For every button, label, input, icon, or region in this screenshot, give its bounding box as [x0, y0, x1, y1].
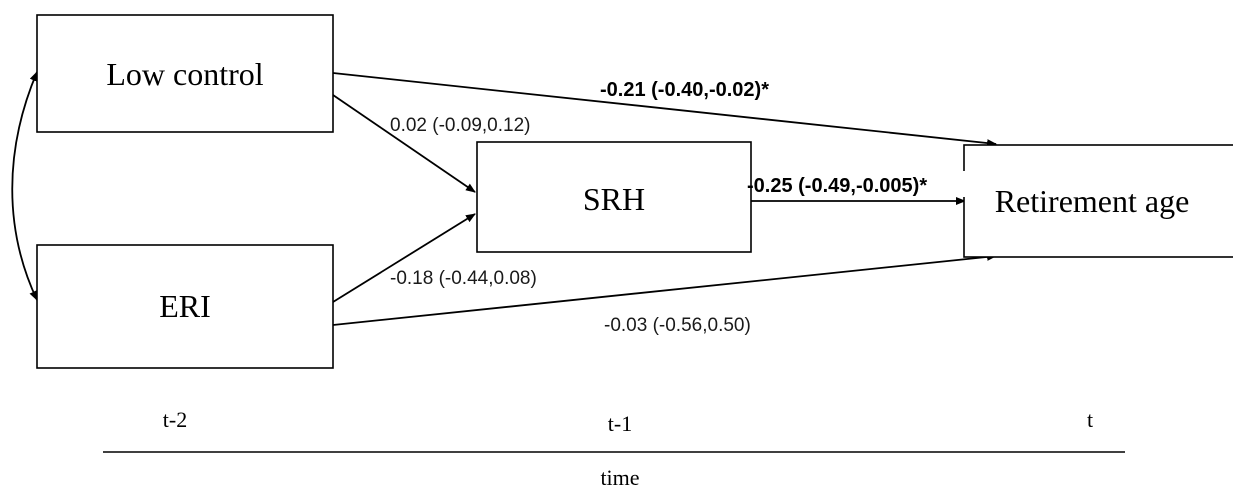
- node-low-control-label: Low control: [106, 56, 263, 92]
- coef-low-control-to-srh: 0.02 (-0.09,0.12): [390, 115, 530, 136]
- arrow-eri-to-srh: [332, 213, 476, 303]
- coef-eri-to-srh: -0.18 (-0.44,0.08): [390, 268, 537, 289]
- arrow-low-control-to-srh: [332, 94, 476, 193]
- time-label-t-minus-2: t-2: [163, 407, 187, 432]
- coef-srh-to-retirement: -0.25 (-0.49,-0.005)*: [747, 175, 927, 197]
- time-axis-label: time: [600, 465, 639, 490]
- node-eri-label: ERI: [159, 288, 211, 324]
- node-srh: SRH: [476, 141, 752, 253]
- arrow-low-control-to-retirement: [332, 72, 997, 148]
- node-low-control: Low control: [36, 14, 334, 133]
- node-retirement-age-label: Retirement age: [995, 183, 1190, 219]
- arrow-eri-to-retirement: [332, 252, 997, 326]
- coef-srh-to-retirement-background: [753, 171, 975, 197]
- node-eri: ERI: [36, 244, 334, 369]
- time-label-t: t: [1087, 407, 1093, 432]
- coef-low-control-to-retirement: -0.21 (-0.40,-0.02)*: [600, 79, 769, 101]
- node-retirement-age: Retirement age: [963, 144, 1233, 258]
- time-label-t-minus-1: t-1: [608, 411, 632, 436]
- coef-eri-to-retirement: -0.03 (-0.56,0.50): [604, 315, 751, 336]
- arrow-low-control-eri-correlation: [11, 71, 38, 301]
- node-srh-label: SRH: [583, 181, 645, 217]
